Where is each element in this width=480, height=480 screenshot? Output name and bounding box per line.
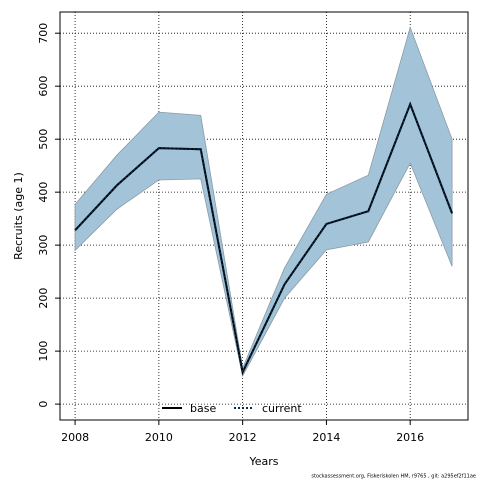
y-tick-label: 200 — [37, 288, 50, 309]
footnote: stockassessment.org, Fiskeriskolen HM, r… — [311, 474, 476, 480]
legend-label: current — [262, 402, 302, 415]
y-tick-label: 300 — [37, 235, 50, 256]
y-tick-label: 0 — [37, 401, 50, 408]
x-tick-label: 2014 — [312, 431, 340, 444]
y-tick-label: 100 — [37, 341, 50, 362]
x-tick-label: 2012 — [229, 431, 257, 444]
y-tick-label: 700 — [37, 23, 50, 44]
y-tick-label: 500 — [37, 129, 50, 150]
x-tick-label: 2008 — [61, 431, 89, 444]
x-tick-label: 2016 — [396, 431, 424, 444]
y-axis-label: Recruits (age 1) — [12, 172, 25, 260]
y-tick-label: 600 — [37, 76, 50, 97]
series-line — [74, 101, 454, 376]
x-tick-label: 2010 — [145, 431, 173, 444]
y-tick-label: 400 — [37, 182, 50, 203]
plot-frame — [59, 11, 469, 421]
x-axis-label: Years — [248, 455, 278, 468]
legend-label: base — [190, 402, 216, 415]
confidence-band — [74, 26, 453, 378]
